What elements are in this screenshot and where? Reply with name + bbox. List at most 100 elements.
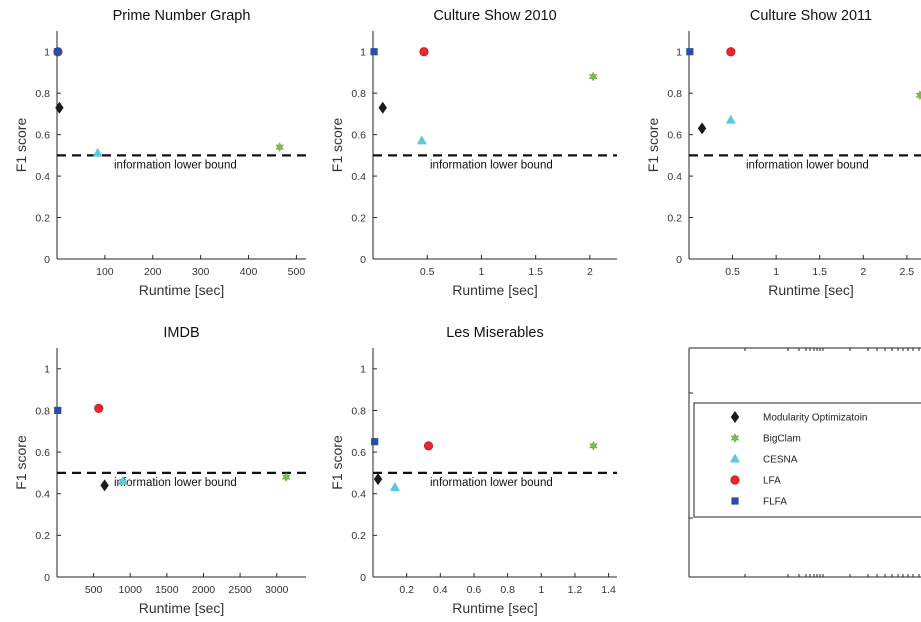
legend-panel: Modularity Optimizatoin BigClam CESNA LFA FL… — [688, 347, 921, 578]
x-tick-label: 2.5 — [900, 266, 915, 278]
y-tick-label: 0 — [44, 572, 50, 584]
y-axis-label: F1 score — [645, 118, 661, 173]
point-modularity — [373, 473, 383, 486]
point-modularity — [100, 479, 109, 492]
x-tick-label: 1 — [773, 266, 779, 278]
point-cesna — [389, 481, 400, 491]
legend-entry: Modularity Optimizatoin — [730, 411, 867, 424]
x-tick-label: 1.2 — [568, 584, 583, 596]
y-tick-label: 0.2 — [351, 212, 366, 224]
x-tick-label: 1500 — [155, 584, 179, 596]
y-tick-label: 0.8 — [351, 88, 366, 100]
legend-label: FLFA — [763, 497, 787, 508]
y-tick-label: 0.4 — [35, 489, 50, 501]
information-lower-bound-label: information lower bound — [114, 159, 237, 171]
point-lfa — [423, 441, 434, 451]
legend-marker-lfa — [730, 475, 740, 485]
y-tick-label: 0.6 — [35, 129, 50, 141]
y-tick-label: 0 — [360, 254, 366, 266]
x-tick-label: 1000 — [119, 584, 143, 596]
legend-marker-bigclam — [730, 432, 740, 444]
legend-label: LFA — [763, 476, 781, 487]
x-tick-label: 1 — [538, 584, 544, 596]
subplot-title: Les Miserables — [446, 325, 544, 341]
y-tick-label: 0.4 — [667, 171, 682, 183]
point-flfa — [54, 406, 62, 415]
y-tick-label: 1 — [44, 364, 50, 376]
legend-entry: LFA — [730, 475, 781, 487]
legend-label: CESNA — [763, 455, 798, 466]
y-tick-label: 0.6 — [351, 129, 366, 141]
x-tick-label: 3000 — [265, 584, 289, 596]
y-tick-label: 0.8 — [351, 405, 366, 417]
point-bigclam — [589, 440, 598, 451]
y-tick-label: 0 — [44, 254, 50, 266]
point-cesna — [117, 475, 128, 485]
y-tick-label: 0.8 — [667, 88, 682, 100]
point-cesna — [725, 114, 736, 124]
x-tick-label: 0.5 — [420, 266, 435, 278]
x-tick-label: 500 — [85, 584, 103, 596]
point-cesna — [416, 135, 427, 145]
x-tick-label: 2000 — [192, 584, 216, 596]
y-tick-label: 0.6 — [35, 447, 50, 459]
x-tick-label: 1.5 — [812, 266, 827, 278]
legend-marker-flfa — [731, 497, 739, 505]
point-bigclam — [915, 90, 921, 101]
subplot-title: Culture Show 2010 — [433, 8, 556, 24]
point-flfa — [53, 48, 62, 56]
x-tick-label: 500 — [288, 266, 306, 278]
x-tick-label: 1 — [479, 266, 485, 278]
point-flfa — [371, 438, 379, 446]
x-axis-label: Runtime [sec] — [139, 600, 225, 616]
x-tick-label: 0.4 — [433, 584, 448, 596]
y-tick-label: 0.4 — [35, 171, 50, 183]
point-bigclam — [275, 142, 285, 153]
x-tick-label: 2 — [860, 266, 866, 278]
y-tick-label: 0.8 — [35, 88, 50, 100]
legend-entry: BigClam — [730, 432, 801, 445]
legend-label: Modularity Optimizatoin — [763, 413, 867, 424]
x-tick-label: 0.6 — [467, 584, 482, 596]
point-flfa — [370, 48, 378, 56]
legend-marker-cesna — [730, 453, 740, 463]
x-tick-label: 2 — [587, 266, 593, 278]
subplot-5: 0 0.2 0.4 0.6 0.8 1 0.2 0.4 0.6 0.8 1 1.2 1.4 Les Mis… — [329, 325, 617, 616]
point-modularity — [55, 101, 64, 114]
y-tick-label: 0 — [360, 572, 366, 584]
y-tick-label: 0.6 — [667, 129, 682, 141]
x-tick-label: 2500 — [228, 584, 252, 596]
y-tick-label: 0.2 — [667, 212, 682, 224]
y-axis-label: F1 score — [329, 435, 345, 490]
x-tick-label: 200 — [144, 266, 162, 278]
y-tick-label: 0.4 — [351, 489, 366, 501]
x-tick-label: 300 — [192, 266, 210, 278]
y-tick-label: 0 — [676, 254, 682, 266]
x-tick-label: 100 — [96, 266, 114, 278]
y-axis-label: F1 score — [13, 435, 29, 490]
legend: Modularity Optimizatoin BigClam CESNA LFA FL… — [693, 402, 921, 518]
x-tick-label: 0.8 — [500, 584, 515, 596]
subplot-title: Prime Number Graph — [113, 8, 251, 24]
y-tick-label: 0.4 — [351, 171, 366, 183]
point-modularity — [697, 122, 707, 135]
x-axis-label: Runtime [sec] — [768, 282, 854, 298]
legend-marker-modularity — [730, 411, 740, 423]
legend-label: BigClam — [763, 434, 801, 445]
y-tick-label: 0.2 — [351, 530, 366, 542]
x-tick-label: 1.5 — [528, 266, 543, 278]
subplot-3: 0 0.2 0.4 0.6 0.8 1 0.5 1 1.5 2 2.5 Culture Show 20… — [645, 8, 921, 298]
y-tick-label: 1 — [44, 47, 50, 59]
subplot-2: 0 0.2 0.4 0.6 0.8 1 0.5 1 1.5 2 Culture Show 2010 R… — [329, 8, 617, 298]
subplot-1: 0 0.2 0.4 0.6 0.8 1 100 200 300 400 500 Prime Numbe… — [13, 8, 306, 298]
x-axis-label: Runtime [sec] — [452, 282, 538, 298]
y-axis-label: F1 score — [329, 118, 345, 173]
information-lower-bound-label: information lower bound — [746, 159, 869, 171]
x-axis-label: Runtime [sec] — [452, 600, 538, 616]
subplot-title: IMDB — [163, 325, 199, 341]
point-lfa — [726, 47, 736, 57]
y-tick-label: 1 — [360, 47, 366, 59]
subplot-title: Culture Show 2011 — [750, 8, 872, 24]
